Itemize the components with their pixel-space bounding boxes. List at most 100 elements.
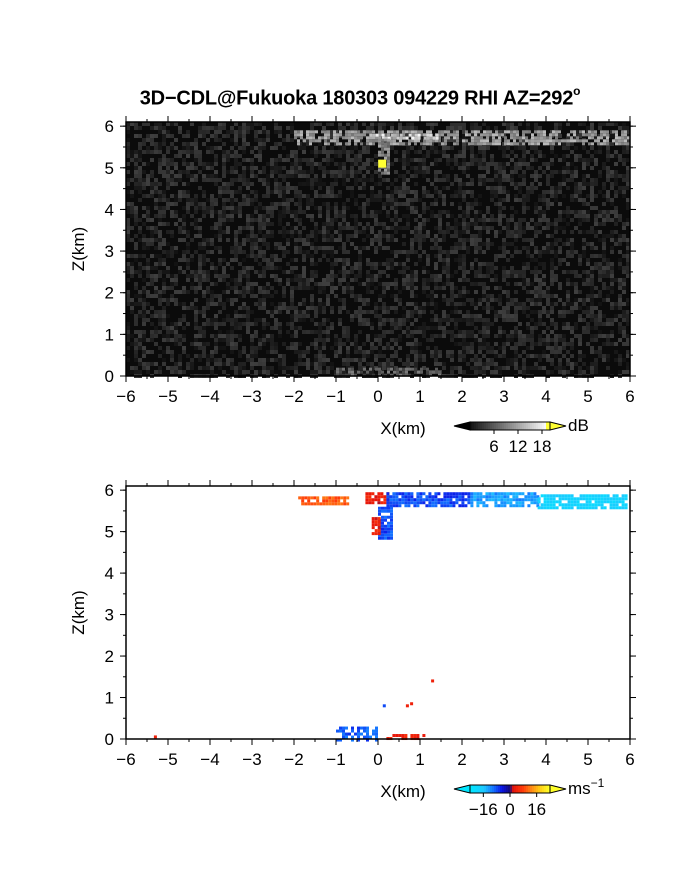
noise-cell bbox=[410, 274, 414, 278]
noise-cell bbox=[374, 198, 378, 202]
noise-cell bbox=[286, 322, 290, 326]
noise-cell bbox=[366, 334, 370, 338]
noise-cell bbox=[502, 186, 506, 190]
echo-cell bbox=[597, 136, 600, 140]
noise-cell bbox=[234, 134, 238, 138]
echo-cell bbox=[513, 142, 516, 146]
noise-cell bbox=[342, 258, 346, 262]
noise-cell bbox=[254, 234, 258, 238]
noise-cell bbox=[126, 178, 130, 182]
noise-cell bbox=[190, 342, 194, 346]
noise-cell bbox=[310, 150, 314, 154]
noise-cell bbox=[498, 302, 502, 306]
noise-cell bbox=[282, 174, 286, 178]
noise-cell bbox=[334, 262, 338, 266]
noise-cell bbox=[538, 286, 542, 290]
noise-cell bbox=[422, 162, 426, 166]
noise-cell bbox=[342, 226, 346, 230]
noise-cell bbox=[254, 194, 258, 198]
echo-cell bbox=[552, 130, 555, 134]
echo-cell bbox=[420, 367, 423, 371]
noise-cell bbox=[370, 198, 374, 202]
noise-cell bbox=[214, 182, 218, 186]
noise-cell bbox=[498, 170, 502, 174]
echo-cell bbox=[408, 130, 411, 134]
noise-cell bbox=[306, 250, 310, 254]
noise-cell bbox=[574, 282, 578, 286]
echo-cell bbox=[333, 139, 336, 143]
echo-cell bbox=[522, 130, 525, 134]
noise-cell bbox=[206, 342, 210, 346]
noise-cell bbox=[494, 362, 498, 366]
noise-cell bbox=[210, 202, 214, 206]
noise-cell bbox=[570, 362, 574, 366]
noise-cell bbox=[466, 314, 470, 318]
noise-cell bbox=[210, 206, 214, 210]
noise-cell bbox=[142, 170, 146, 174]
noise-cell bbox=[242, 158, 246, 162]
noise-cell bbox=[402, 306, 406, 310]
noise-cell bbox=[626, 166, 630, 170]
noise-cell bbox=[526, 150, 530, 154]
noise-cell bbox=[462, 154, 466, 158]
noise-cell bbox=[230, 322, 234, 326]
noise-cell bbox=[178, 334, 182, 338]
echo-cell bbox=[345, 142, 348, 146]
noise-cell bbox=[426, 370, 430, 374]
noise-cell bbox=[378, 178, 382, 182]
noise-cell bbox=[142, 278, 146, 282]
noise-cell bbox=[606, 146, 610, 150]
noise-cell bbox=[310, 278, 314, 282]
noise-cell bbox=[414, 302, 418, 306]
echo-cell bbox=[378, 144, 381, 148]
noise-cell bbox=[526, 226, 530, 230]
noise-cell bbox=[358, 306, 362, 310]
noise-cell bbox=[206, 306, 210, 310]
noise-cell bbox=[562, 158, 566, 162]
noise-cell bbox=[590, 298, 594, 302]
noise-cell bbox=[438, 246, 442, 250]
echo-cell bbox=[486, 142, 489, 146]
noise-cell bbox=[394, 254, 398, 258]
noise-cell bbox=[194, 334, 198, 338]
echo-cell bbox=[507, 139, 510, 143]
noise-cell bbox=[130, 210, 134, 214]
echo-cell bbox=[333, 136, 336, 140]
noise-cell bbox=[234, 234, 238, 238]
noise-cell bbox=[190, 174, 194, 178]
noise-cell bbox=[478, 166, 482, 170]
noise-cell bbox=[558, 358, 562, 362]
echo-cell bbox=[297, 139, 300, 143]
noise-cell bbox=[294, 214, 298, 218]
noise-cell bbox=[598, 314, 602, 318]
noise-cell bbox=[622, 326, 626, 330]
noise-cell bbox=[306, 310, 310, 314]
noise-cell bbox=[566, 370, 570, 374]
echo-cell bbox=[351, 130, 354, 134]
noise-cell bbox=[478, 342, 482, 346]
echo-cell bbox=[558, 142, 561, 146]
noise-cell bbox=[270, 206, 274, 210]
noise-cell bbox=[582, 278, 586, 282]
echo-cell bbox=[480, 133, 483, 137]
echo-cell bbox=[336, 136, 339, 140]
noise-cell bbox=[142, 322, 146, 326]
noise-cell bbox=[622, 238, 626, 242]
noise-cell bbox=[494, 366, 498, 370]
noise-cell bbox=[470, 234, 474, 238]
noise-cell bbox=[542, 266, 546, 270]
noise-cell bbox=[278, 230, 282, 234]
noise-cell bbox=[150, 306, 154, 310]
noise-cell bbox=[282, 254, 286, 258]
noise-cell bbox=[410, 202, 414, 206]
noise-cell bbox=[398, 250, 402, 254]
noise-cell bbox=[158, 294, 162, 298]
noise-cell bbox=[138, 166, 142, 170]
echo-cell bbox=[567, 139, 570, 143]
noise-cell bbox=[470, 238, 474, 242]
noise-cell bbox=[594, 358, 598, 362]
noise-cell bbox=[318, 366, 322, 370]
noise-cell bbox=[354, 358, 358, 362]
noise-cell bbox=[586, 174, 590, 178]
noise-cell bbox=[546, 338, 550, 342]
